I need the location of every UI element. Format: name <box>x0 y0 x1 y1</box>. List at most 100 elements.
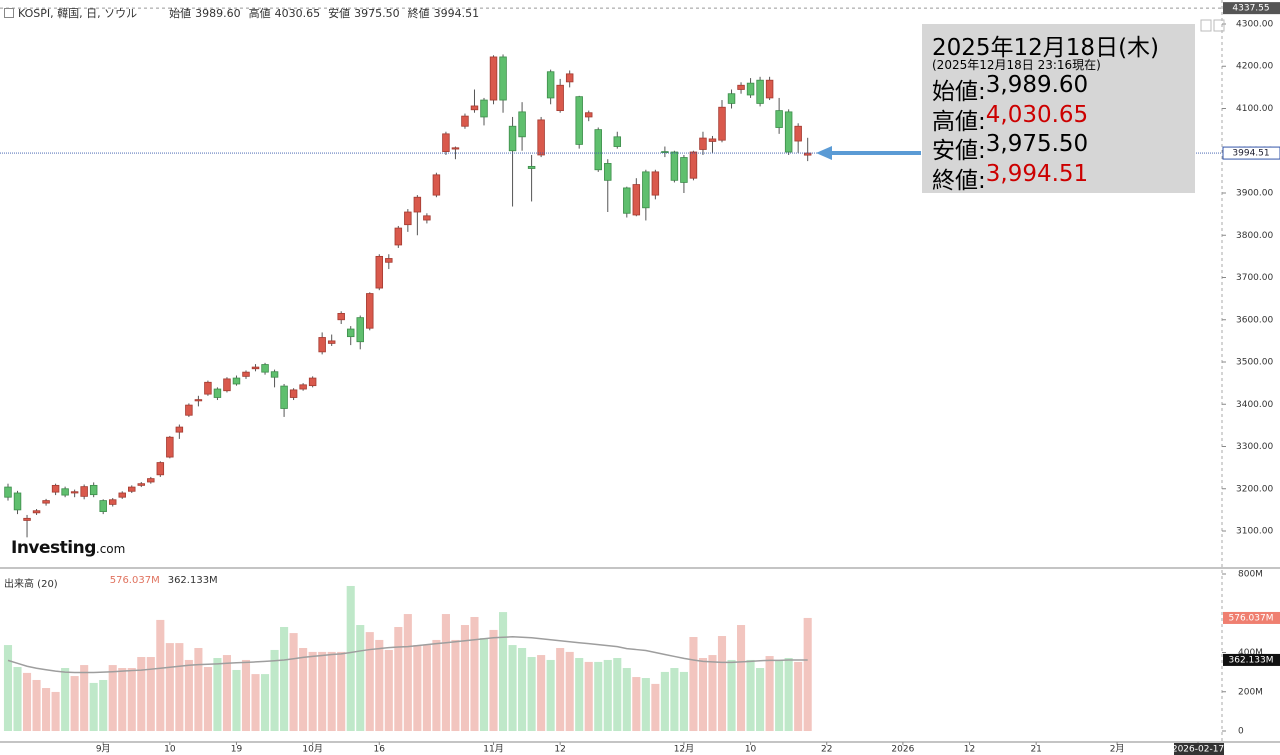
candle-body <box>23 517 31 521</box>
info-row: 終値: 3,994.51 <box>932 161 1088 195</box>
collapse-icon[interactable] <box>4 8 14 18</box>
value-label: 576.037M <box>1229 613 1274 623</box>
volume-bar <box>784 658 793 732</box>
candle-body <box>432 174 441 196</box>
candle-body <box>461 115 469 127</box>
y-tick-label: 3900.00 <box>1236 188 1273 198</box>
volume-bar <box>413 645 422 732</box>
volume-bar <box>403 614 412 732</box>
volume-bar <box>13 667 22 732</box>
volume-bar <box>470 616 479 732</box>
moving-average <box>7 636 808 674</box>
candle-body <box>756 79 764 104</box>
candle-body <box>175 426 184 433</box>
volume-title: 出来高 (20) <box>4 579 58 590</box>
volume-bar <box>175 643 184 732</box>
candle-body <box>147 478 155 483</box>
volume-bar <box>594 661 603 732</box>
info-label: 終値: <box>932 167 986 194</box>
icon[interactable] <box>1213 19 1225 32</box>
volume-bar <box>756 668 765 732</box>
volume-bar <box>42 688 51 732</box>
volume-bar <box>165 643 174 732</box>
candle-body <box>575 96 583 145</box>
volume-bar <box>537 655 546 732</box>
candle-body <box>80 486 88 497</box>
x-tick-label: 22 <box>821 745 832 755</box>
candle-body <box>223 378 231 392</box>
volume-bar <box>356 625 365 732</box>
candle-body <box>89 484 98 496</box>
volume-bar <box>527 657 536 732</box>
volume-bar <box>765 656 774 732</box>
candle-body <box>518 111 526 138</box>
volume-ma-value: 362.133M <box>167 575 218 586</box>
volume-bar <box>479 637 489 732</box>
y-tick-label: 800M <box>1238 570 1263 580</box>
volume-bar <box>156 619 165 732</box>
x-tick-label: 12 <box>964 745 975 755</box>
volume-bar <box>717 636 727 732</box>
candle-body <box>775 110 783 128</box>
info-box: 2025年12月18日(木) (2025年12月18日 23:16現在) 始値:… <box>922 24 1195 195</box>
candle-body <box>70 491 79 494</box>
settings-icons[interactable] <box>66 575 102 590</box>
ohlc-label: 安値 <box>328 7 351 20</box>
x-tick-label: 9月 <box>96 744 111 755</box>
volume-bar <box>241 659 251 732</box>
volume-bar <box>575 658 584 732</box>
ohlc-value: 3975.50 <box>354 6 400 20</box>
y-tick-label: 3800.00 <box>1236 231 1273 241</box>
marker-label: 4337.55 <box>1232 4 1269 14</box>
candle-body <box>346 328 355 338</box>
y-tick-label: 3300.00 <box>1236 442 1273 452</box>
brand-name: Investing <box>11 538 96 558</box>
value-label-bg <box>1223 653 1280 666</box>
candle-body <box>137 483 146 486</box>
y-tick-label: 400M <box>1238 648 1263 658</box>
candle-body <box>404 211 412 226</box>
candle-body <box>356 317 364 343</box>
x-tick-label: 16 <box>374 745 386 755</box>
volume-bar <box>632 677 641 732</box>
candle-body <box>613 136 622 147</box>
y-tick-label: 3200.00 <box>1236 484 1273 494</box>
volume-bar <box>270 649 279 732</box>
volume-bar <box>622 668 631 732</box>
candle-body <box>337 313 345 321</box>
info-label: 高値: <box>932 108 986 135</box>
candle-body <box>470 105 479 111</box>
candle-body <box>565 73 574 83</box>
ohlc-label: 終値 <box>407 7 430 20</box>
candle-body <box>413 196 422 213</box>
volume-bar <box>118 668 127 732</box>
candle-body <box>537 119 545 156</box>
volume-bar <box>736 625 746 732</box>
candle-body <box>251 366 260 370</box>
ohlc-value: 4030.65 <box>274 6 321 20</box>
volume-bar <box>194 647 203 732</box>
candle-body <box>166 436 174 458</box>
candle-body <box>765 79 774 99</box>
candle-body <box>442 133 450 152</box>
volume-bar <box>222 655 232 732</box>
volume-bar <box>51 691 60 732</box>
y-tick-label: 3500.00 <box>1236 358 1273 368</box>
volume-bar <box>70 676 79 732</box>
candle-body <box>61 488 69 496</box>
value-label: 362.133M <box>1229 655 1274 665</box>
candle-body <box>42 500 50 504</box>
candle-body <box>480 99 488 118</box>
candle-body <box>280 385 288 409</box>
icon[interactable] <box>1200 19 1212 32</box>
candle-body <box>642 171 650 209</box>
candle-body <box>128 486 136 492</box>
y-tick-label: 3100.00 <box>1236 527 1273 537</box>
x-tick-label: 10月 <box>302 744 322 755</box>
info-value: 3,975.50 <box>985 131 1089 157</box>
volume-bar <box>518 647 527 732</box>
candle-body <box>451 147 460 150</box>
volume-bar <box>232 669 241 732</box>
volume-bar <box>384 649 393 732</box>
